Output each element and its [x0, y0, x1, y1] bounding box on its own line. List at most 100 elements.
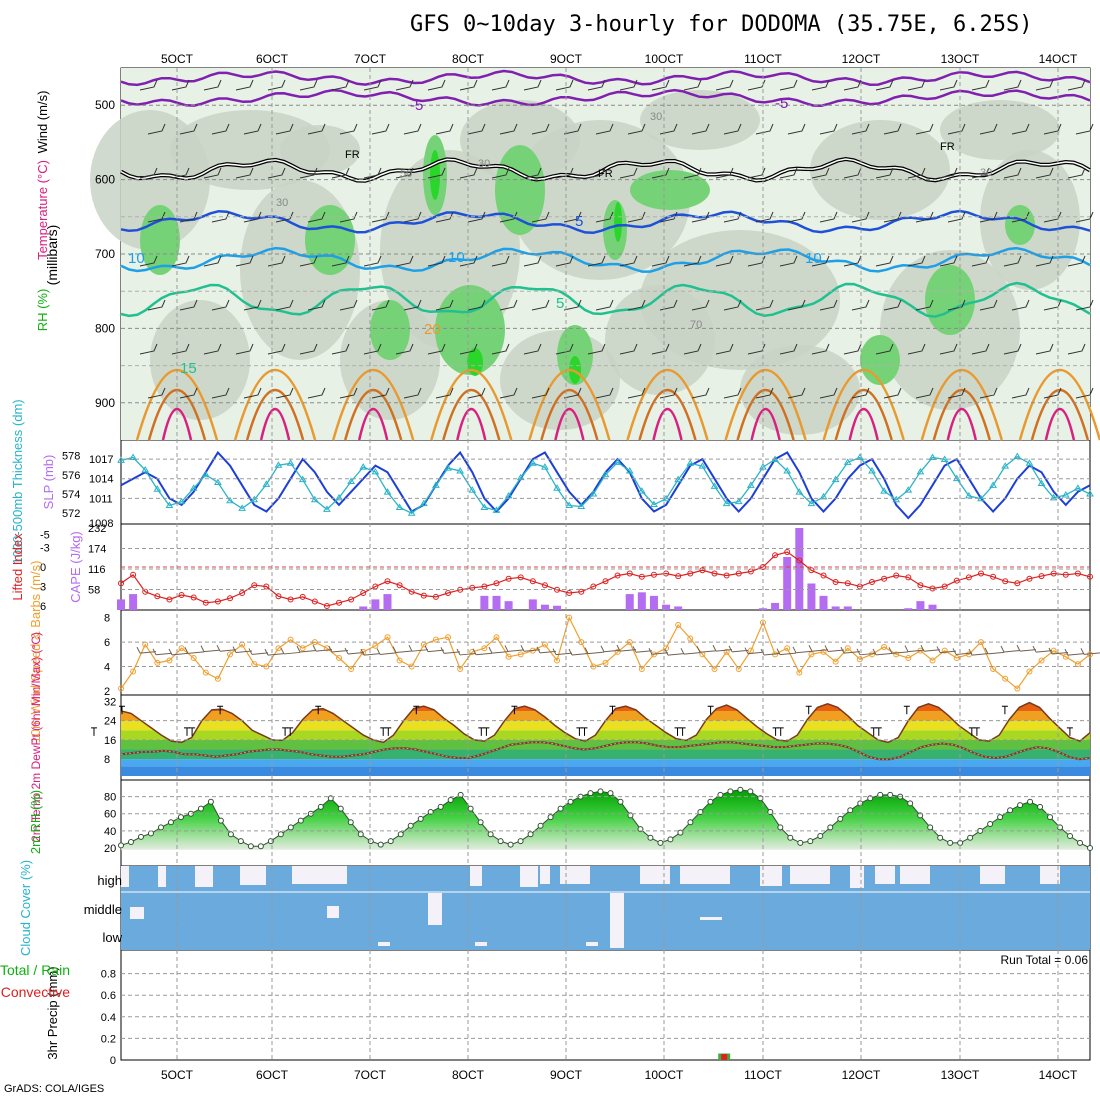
- lifted-index-marker: [311, 598, 318, 605]
- wind-barb: [851, 123, 870, 135]
- wind-barb: [147, 211, 166, 223]
- x-tick-bottom-label: 12OCT: [842, 1068, 881, 1082]
- wind-barb: [1067, 255, 1086, 267]
- wind-barb: [787, 123, 806, 135]
- lifted-index-marker: [517, 574, 524, 581]
- cape-bar: [480, 595, 489, 610]
- wind-barb: [299, 255, 318, 267]
- wind-barb: [267, 167, 286, 179]
- temp-minmax-whisker: [119, 705, 125, 715]
- contour-label: 30: [478, 158, 490, 170]
- wind-barb: [395, 167, 414, 179]
- wind-barb: [851, 387, 870, 399]
- thickness-marker: [347, 477, 356, 485]
- lifted-index-marker: [384, 578, 391, 585]
- temp-color-band: [121, 749, 1090, 760]
- wind-barb: [555, 167, 574, 179]
- wind-barb-mark: [728, 645, 749, 653]
- rh-shade-region: [280, 125, 360, 175]
- thickness-marker: [177, 497, 186, 505]
- pressure-tick-label: 600: [95, 173, 115, 187]
- lifted-index-marker: [832, 578, 839, 585]
- wind-barb-mark: [184, 647, 205, 654]
- wind-barb: [683, 79, 702, 91]
- x-tick-top-label: 11OCT: [744, 52, 782, 66]
- temp-tick-label: 8: [104, 754, 110, 766]
- thickness-marker: [1013, 452, 1022, 460]
- wind-barb: [851, 299, 870, 311]
- rh-area: [121, 789, 1090, 850]
- lifted-index-marker: [178, 591, 185, 598]
- upper-side-label: RH (%): [35, 289, 50, 332]
- wind-speed-marker: [905, 655, 912, 661]
- lifted-index-marker: [1026, 575, 1033, 582]
- wind-barb: [811, 255, 830, 267]
- rh-marker: [967, 834, 974, 841]
- wind-barb: [947, 387, 966, 399]
- axis-labels: 5OCT 5OCT 6OCT 6OCT 7OCT 7OCT 8OCT 8OCT 9OCT 9OCT…: [0, 52, 1088, 1082]
- temp-color-band: [121, 730, 1090, 740]
- wind-barb: [619, 255, 638, 267]
- precip-side-label: Total / Rain: [0, 962, 70, 978]
- wind-speed-marker: [166, 657, 173, 664]
- wind-speed-marker: [759, 619, 766, 626]
- wind-speed-marker: [1038, 657, 1045, 664]
- wind-speed-marker: [675, 622, 682, 628]
- rh-marker: [547, 814, 554, 821]
- wind-barb: [715, 79, 734, 91]
- thickness-marker: [577, 502, 586, 509]
- wind-barb: [939, 255, 958, 267]
- rh-marker: [407, 822, 414, 829]
- isotherm-arch: [245, 389, 305, 441]
- wind-barb: [587, 255, 606, 267]
- wind-speed-marker: [336, 655, 343, 661]
- wind-barb: [715, 255, 734, 267]
- wind-barb: [907, 255, 926, 267]
- wind-barb: [747, 343, 766, 355]
- wind-speed-marker: [614, 648, 621, 655]
- isotherm-arch: [626, 369, 709, 441]
- wind-barb: [267, 255, 286, 267]
- isotherm-arch: [554, 407, 585, 441]
- isotherm-15-line: [120, 281, 1091, 318]
- wind-barb: [947, 211, 966, 223]
- wind-barb: [563, 299, 582, 311]
- lifted-index-marker: [529, 578, 536, 585]
- rh-marker: [937, 834, 944, 841]
- cloud-clear-patch: [1040, 866, 1060, 884]
- wind-barb: [307, 123, 326, 135]
- wind-barb: [723, 211, 742, 223]
- lifted-index-marker: [130, 571, 137, 578]
- thickness-marker: [807, 499, 816, 507]
- wind-barb-mark: [280, 647, 301, 655]
- wind-speed-marker: [832, 658, 839, 665]
- cloud-clear-patch: [240, 866, 266, 885]
- rh-marker: [647, 834, 654, 841]
- wind-speed-marker: [796, 669, 803, 676]
- wind-barb: [403, 211, 422, 223]
- rh-marker: [857, 800, 864, 807]
- x-tick-bottom-label: 8OCT: [452, 1068, 485, 1082]
- rh-marker: [467, 805, 474, 812]
- wind-barb: [851, 211, 870, 223]
- wind-barb: [755, 387, 774, 399]
- grid-lines: [121, 68, 1090, 1060]
- wind-barb: [1035, 167, 1054, 179]
- thickness-marker: [274, 461, 283, 468]
- lifted-index-marker: [396, 582, 403, 589]
- wind-barb: [627, 211, 646, 223]
- wind-barb-mark: [376, 648, 397, 655]
- x-tick-top-label: 6OCT: [256, 52, 289, 66]
- lifted-index-marker: [336, 599, 343, 606]
- rh-green-region: [630, 170, 710, 210]
- wind-barb: [363, 79, 382, 91]
- wind-barb: [811, 343, 830, 355]
- thickness-marker: [371, 467, 380, 475]
- thickness-tick-label: 578: [62, 451, 80, 463]
- wind-barb: [491, 343, 510, 355]
- lifted-index-marker: [432, 593, 439, 600]
- wind-speed-marker: [1062, 653, 1069, 660]
- cape-bar: [504, 601, 513, 610]
- temp-minmax-whisker: [380, 727, 387, 736]
- rh-green-region: [370, 300, 410, 360]
